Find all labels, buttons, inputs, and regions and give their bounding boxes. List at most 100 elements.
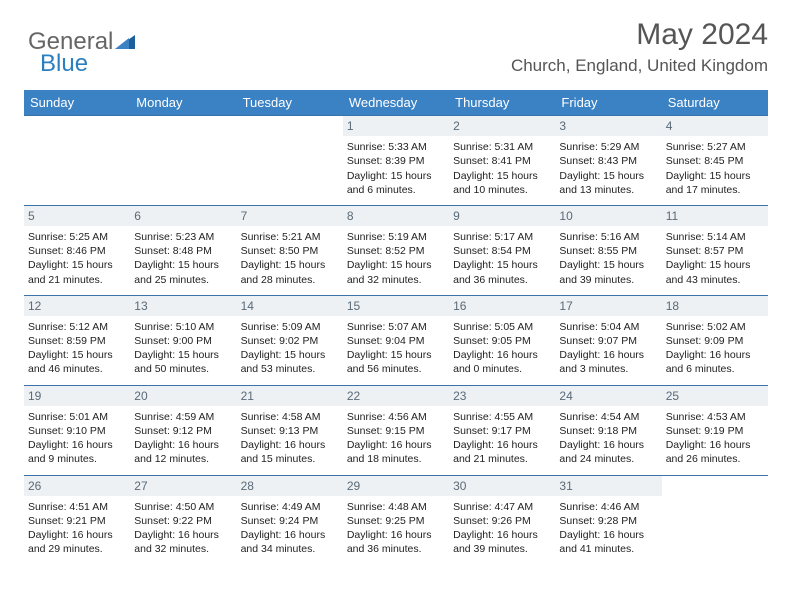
sunset-text: Sunset: 9:05 PM [453,334,551,348]
sunset-text: Sunset: 9:21 PM [28,514,126,528]
calendar-day-cell: 30 Sunrise: 4:47 AMSunset: 9:26 PMDayligh… [449,475,555,564]
calendar-day-cell: 10Sunrise: 5:16 AMSunset: 8:55 PMDayligh… [555,205,661,295]
daylight-text: Daylight: 15 hours and 53 minutes. [241,348,339,376]
calendar-table: Sunday Monday Tuesday Wednesday Thursday… [24,90,768,564]
sunset-text: Sunset: 9:00 PM [134,334,232,348]
sunrise-text: Sunrise: 4:49 AM [241,500,339,514]
sunset-text: Sunset: 8:55 PM [559,244,657,258]
day-number: 26 [24,476,130,496]
weekday-header: Friday [555,90,661,116]
sunrise-text: Sunrise: 5:05 AM [453,320,551,334]
day-number: 20 [130,386,236,406]
day-number: 6 [130,206,236,226]
daylight-text: Daylight: 15 hours and 32 minutes. [347,258,445,286]
daylight-text: Daylight: 16 hours and 36 minutes. [347,528,445,556]
day-number: 10 [555,206,661,226]
calendar-day-cell: 13Sunrise: 5:10 AMSunset: 9:00 PMDayligh… [130,295,236,385]
sunset-text: Sunset: 8:46 PM [28,244,126,258]
calendar-day-cell [24,116,130,206]
day-number: 17 [555,296,661,316]
daylight-text: Daylight: 15 hours and 17 minutes. [666,169,764,197]
day-number: 21 [237,386,343,406]
brand-triangle-icon [115,33,137,51]
sunrise-text: Sunrise: 5:23 AM [134,230,232,244]
weekday-header: Monday [130,90,236,116]
sunrise-text: Sunrise: 5:04 AM [559,320,657,334]
sunrise-text: Sunrise: 4:54 AM [559,410,657,424]
sunrise-text: Sunrise: 5:31 AM [453,140,551,154]
calendar-day-cell: 18Sunrise: 5:02 AMSunset: 9:09 PMDayligh… [662,295,768,385]
daylight-text: Daylight: 15 hours and 25 minutes. [134,258,232,286]
daylight-text: Daylight: 15 hours and 43 minutes. [666,258,764,286]
sunrise-text: Sunrise: 5:02 AM [666,320,764,334]
calendar-day-cell [130,116,236,206]
brand-part2: Blue [40,50,88,78]
sunset-text: Sunset: 8:45 PM [666,154,764,168]
page-location: Church, England, United Kingdom [24,56,768,76]
calendar-day-cell: 6Sunrise: 5:23 AMSunset: 8:48 PMDaylight… [130,205,236,295]
calendar-day-cell: 14Sunrise: 5:09 AMSunset: 9:02 PMDayligh… [237,295,343,385]
day-number: 5 [24,206,130,226]
daylight-text: Daylight: 15 hours and 21 minutes. [28,258,126,286]
sunset-text: Sunset: 9:18 PM [559,424,657,438]
calendar-day-cell: 27Sunrise: 4:50 AMSunset: 9:22 PMDayligh… [130,475,236,564]
calendar-day-cell: 16Sunrise: 5:05 AMSunset: 9:05 PMDayligh… [449,295,555,385]
day-number: 19 [24,386,130,406]
daylight-text: Daylight: 16 hours and 24 minutes. [559,438,657,466]
sunset-text: Sunset: 8:39 PM [347,154,445,168]
calendar-day-cell: 19Sunrise: 5:01 AMSunset: 9:10 PMDayligh… [24,385,130,475]
sunset-text: Sunset: 9:12 PM [134,424,232,438]
day-number: 8 [343,206,449,226]
calendar-day-cell: 8Sunrise: 5:19 AMSunset: 8:52 PMDaylight… [343,205,449,295]
sunrise-text: Sunrise: 4:47 AM [453,500,551,514]
day-number: 30 [449,476,555,496]
calendar-day-cell: 24 Sunrise: 4:54 AMSunset: 9:18 PMDayligh… [555,385,661,475]
weekday-header: Sunday [24,90,130,116]
sunrise-text: Sunrise: 4:46 AM [559,500,657,514]
daylight-text: Daylight: 16 hours and 12 minutes. [134,438,232,466]
calendar-day-cell: 21Sunrise: 4:58 AMSunset: 9:13 PMDayligh… [237,385,343,475]
sunset-text: Sunset: 9:19 PM [666,424,764,438]
day-number: 29 [343,476,449,496]
calendar-day-cell: 1Sunrise: 5:33 AMSunset: 8:39 PMDaylight… [343,116,449,206]
sunrise-text: Sunrise: 5:19 AM [347,230,445,244]
day-number: 13 [130,296,236,316]
sunrise-text: Sunrise: 5:14 AM [666,230,764,244]
calendar-day-cell: 11Sunrise: 5:14 AMSunset: 8:57 PMDayligh… [662,205,768,295]
calendar-day-cell: 2Sunrise: 5:31 AMSunset: 8:41 PMDaylight… [449,116,555,206]
sunset-text: Sunset: 9:26 PM [453,514,551,528]
calendar-day-cell: 26Sunrise: 4:51 AMSunset: 9:21 PMDayligh… [24,475,130,564]
calendar-day-cell: 12Sunrise: 5:12 AMSunset: 8:59 PMDayligh… [24,295,130,385]
calendar-week-row: 26Sunrise: 4:51 AMSunset: 9:21 PMDayligh… [24,475,768,564]
daylight-text: Daylight: 16 hours and 9 minutes. [28,438,126,466]
calendar-day-cell: 29Sunrise: 4:48 AMSunset: 9:25 PMDayligh… [343,475,449,564]
sunrise-text: Sunrise: 5:17 AM [453,230,551,244]
daylight-text: Daylight: 16 hours and 39 minutes. [453,528,551,556]
calendar-day-cell: 3Sunrise: 5:29 AMSunset: 8:43 PMDaylight… [555,116,661,206]
day-number: 27 [130,476,236,496]
day-number: 11 [662,206,768,226]
calendar-day-cell: 22Sunrise: 4:56 AMSunset: 9:15 PMDayligh… [343,385,449,475]
sunset-text: Sunset: 9:10 PM [28,424,126,438]
sunset-text: Sunset: 9:13 PM [241,424,339,438]
weekday-header: Wednesday [343,90,449,116]
weekday-header: Thursday [449,90,555,116]
sunrise-text: Sunrise: 5:07 AM [347,320,445,334]
calendar-day-cell: 7Sunrise: 5:21 AMSunset: 8:50 PMDaylight… [237,205,343,295]
calendar-week-row: 1Sunrise: 5:33 AMSunset: 8:39 PMDaylight… [24,116,768,206]
daylight-text: Daylight: 15 hours and 10 minutes. [453,169,551,197]
day-number: 4 [662,116,768,136]
sunset-text: Sunset: 8:50 PM [241,244,339,258]
day-number: 31 [555,476,661,496]
daylight-text: Daylight: 16 hours and 21 minutes. [453,438,551,466]
day-number: 2 [449,116,555,136]
daylight-text: Daylight: 15 hours and 46 minutes. [28,348,126,376]
calendar-day-cell: 17Sunrise: 5:04 AMSunset: 9:07 PMDayligh… [555,295,661,385]
daylight-text: Daylight: 16 hours and 18 minutes. [347,438,445,466]
daylight-text: Daylight: 16 hours and 34 minutes. [241,528,339,556]
calendar-day-cell: 4Sunrise: 5:27 AMSunset: 8:45 PMDaylight… [662,116,768,206]
day-number: 24 [555,386,661,406]
daylight-text: Daylight: 16 hours and 6 minutes. [666,348,764,376]
daylight-text: Daylight: 15 hours and 56 minutes. [347,348,445,376]
daylight-text: Daylight: 16 hours and 32 minutes. [134,528,232,556]
